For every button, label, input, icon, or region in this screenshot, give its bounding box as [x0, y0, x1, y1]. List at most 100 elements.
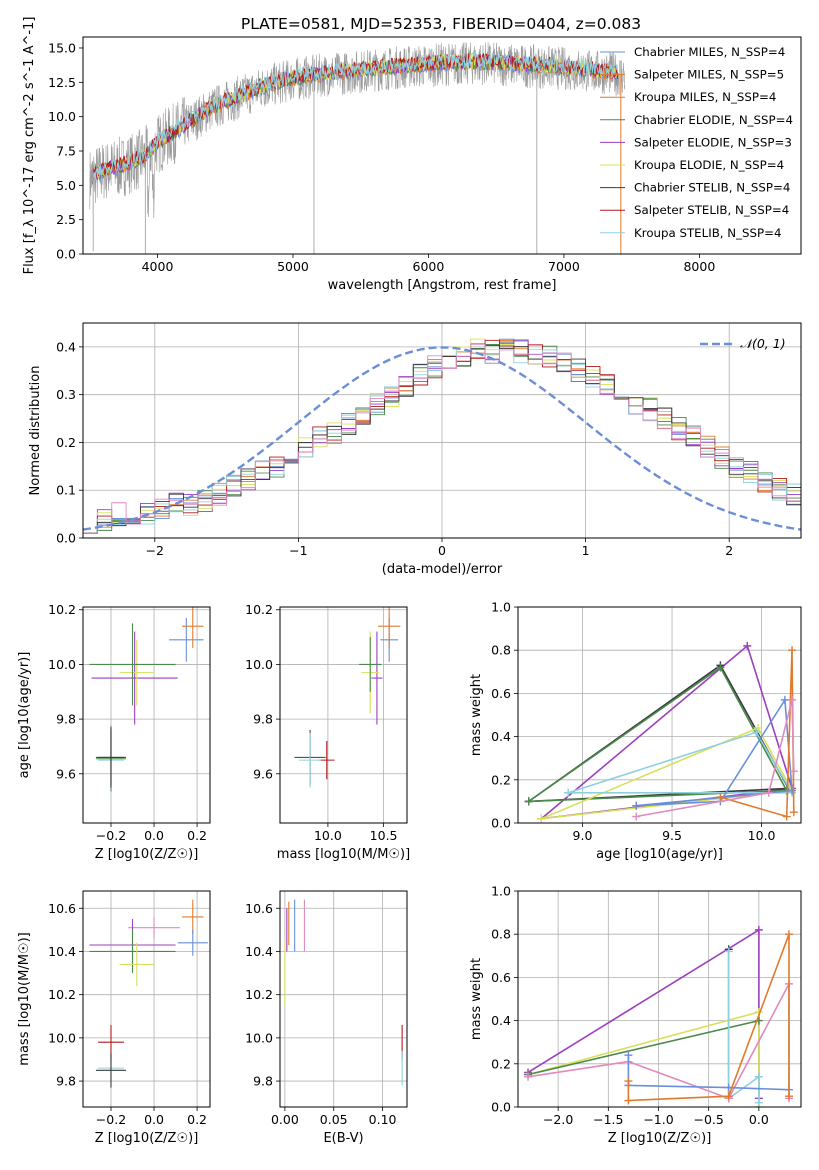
- y-tick-label: 1.0: [491, 600, 511, 615]
- x-axis-label: Z [log10(Z/Z☉)]: [95, 847, 199, 862]
- x-tick-label: 10.5: [370, 828, 398, 843]
- x-tick-label: 0.00: [271, 1112, 299, 1127]
- y-tick-label: 10.6: [48, 901, 76, 916]
- y-tick-label: 0.4: [491, 1013, 511, 1028]
- y-tick-label: 9.8: [253, 712, 273, 727]
- y-tick-label: 10.0: [245, 1030, 273, 1045]
- weight-series-line: [636, 699, 795, 818]
- x-tick-label: 1: [582, 543, 590, 558]
- y-tick-label: 0.0: [56, 531, 76, 546]
- weight-marker: [624, 1096, 633, 1105]
- weight-marker: [789, 767, 798, 776]
- weight-marker: [754, 1098, 763, 1107]
- histogram-series: [83, 343, 801, 534]
- legend-label: Kroupa MILES, N_SSP=4: [634, 90, 776, 104]
- y-tick-label: 9.6: [56, 766, 76, 781]
- y-tick-label: 10.4: [245, 944, 273, 959]
- chart-massweight_vs_age: 9.0 9.5 10.0 0.0 0.2 0.4 0.6 0.8 1.0 age [log10(a…: [469, 600, 802, 862]
- y-tick-label: 0.0: [491, 1100, 511, 1115]
- weight-series-line: [528, 664, 790, 803]
- x-tick-label: 10.0: [748, 828, 776, 843]
- weight-marker: [524, 1072, 533, 1081]
- y-tick-label: 7.5: [56, 143, 76, 158]
- x-tick-label: 10.0: [314, 828, 342, 843]
- chart-age_vs_mass: 10.0 10.5 9.6 9.8 10.0 10.2 mass [log10(M/M☉)]: [245, 602, 410, 862]
- legend-label: 𝒩(0, 1): [740, 336, 786, 351]
- plot-area-mass_vs_Z: [89, 899, 208, 1088]
- x-tick-label: 9.0: [573, 828, 593, 843]
- y-tick-label: 9.8: [253, 1074, 273, 1089]
- legend-label: Chabrier MILES, N_SSP=4: [634, 45, 785, 59]
- x-tick-label: 4000: [142, 259, 174, 274]
- axes-frame: [517, 890, 802, 1108]
- weight-marker: [716, 793, 725, 802]
- legend-label: Salpeter ELODIE, N_SSP=3: [634, 135, 792, 149]
- y-tick-label: 12.5: [48, 75, 76, 90]
- y-tick-label: 9.8: [56, 1074, 76, 1089]
- x-tick-label: 7000: [548, 259, 580, 274]
- y-tick-label: 5.0: [56, 178, 76, 193]
- y-tick-label: 10.0: [48, 1030, 76, 1045]
- x-axis-label: Z [log10(Z/Z☉)]: [95, 1131, 199, 1146]
- legend-label: Kroupa ELODIE, N_SSP=4: [634, 158, 784, 172]
- weight-marker: [754, 925, 763, 934]
- x-tick-label: −0.2: [96, 828, 126, 843]
- plot-area-mass_vs_ebv: [284, 899, 403, 1086]
- chart-mass_vs_ebv: 0.00 0.05 0.10 9.8 10.0 10.2 10.4 10.6 E(B-V): [245, 890, 408, 1146]
- axes-frame: [279, 606, 408, 824]
- chart-residuals: −2 −1 0 1 2 0.0 0.1 0.2 0.3 0.4 (data-model)/error…: [28, 322, 802, 577]
- y-axis-label: Normed distribution: [28, 366, 43, 496]
- weight-marker: [564, 788, 573, 797]
- weight-marker: [784, 1092, 793, 1101]
- y-tick-label: 0.6: [491, 970, 511, 985]
- chart-massweight_vs_Z: −2.0 −1.5 −1.0 −0.5 0.0 0.0 0.2 0.4 0.6 0.8 1.0 Z […: [469, 884, 802, 1146]
- plot-area-massweight_vs_Z: [524, 925, 793, 1107]
- x-axis-label: Z [log10(Z/Z☉)]: [608, 1131, 712, 1146]
- weight-marker: [784, 930, 793, 939]
- x-tick-label: −1.0: [643, 1112, 673, 1127]
- y-tick-label: 0.0: [491, 816, 511, 831]
- axes-frame: [279, 890, 408, 1108]
- y-tick-label: 9.8: [56, 712, 76, 727]
- weight-marker: [788, 786, 797, 795]
- y-tick-label: 15.0: [48, 40, 76, 55]
- weight-marker: [624, 1051, 633, 1060]
- legend-label: Salpeter STELIB, N_SSP=4: [634, 203, 789, 217]
- weight-series-line: [567, 731, 794, 794]
- weight-marker: [537, 814, 546, 823]
- weight-marker: [632, 801, 641, 810]
- weight-marker: [789, 808, 798, 817]
- x-tick-label: 0: [438, 543, 446, 558]
- axes-frame: [82, 606, 211, 824]
- y-tick-label: 0.4: [491, 729, 511, 744]
- x-tick-label: −2.0: [543, 1112, 573, 1127]
- y-tick-label: 0.8: [491, 643, 511, 658]
- x-tick-label: 0.10: [369, 1112, 397, 1127]
- x-tick-label: −1.5: [593, 1112, 623, 1127]
- legend-label: Chabrier STELIB, N_SSP=4: [634, 181, 790, 195]
- weight-marker: [782, 812, 791, 821]
- x-tick-label: 0.2: [187, 828, 207, 843]
- y-tick-label: 1.0: [491, 884, 511, 899]
- weight-marker: [624, 1077, 633, 1086]
- weight-marker: [764, 788, 773, 797]
- weight-series-line: [627, 1055, 790, 1091]
- y-axis-label: Flux [f_λ 10^-17 erg cm^-2 s^-1 A^-1]: [22, 17, 37, 275]
- weight-marker: [716, 663, 725, 672]
- x-tick-label: −2: [146, 543, 164, 558]
- y-axis-label: age [log10(age/yr)]: [17, 652, 32, 779]
- x-tick-label: 2: [725, 543, 733, 558]
- y-tick-label: 10.4: [48, 944, 76, 959]
- y-tick-label: 10.2: [245, 987, 273, 1002]
- legend-label: Kroupa STELIB, N_SSP=4: [634, 226, 781, 240]
- weight-marker: [724, 1092, 733, 1101]
- axes-frame: [517, 606, 802, 824]
- weight-marker: [780, 695, 789, 704]
- chart-spectrum: 4000 5000 6000 7000 8000 0.0 2.5 5.0 7.5 10.0 12.5…: [22, 17, 802, 293]
- weight-marker: [743, 641, 752, 650]
- y-tick-label: 9.6: [253, 766, 273, 781]
- spectrum-model-line: [92, 52, 619, 182]
- x-tick-label: 9.5: [662, 828, 682, 843]
- x-tick-label: 0.2: [187, 1112, 207, 1127]
